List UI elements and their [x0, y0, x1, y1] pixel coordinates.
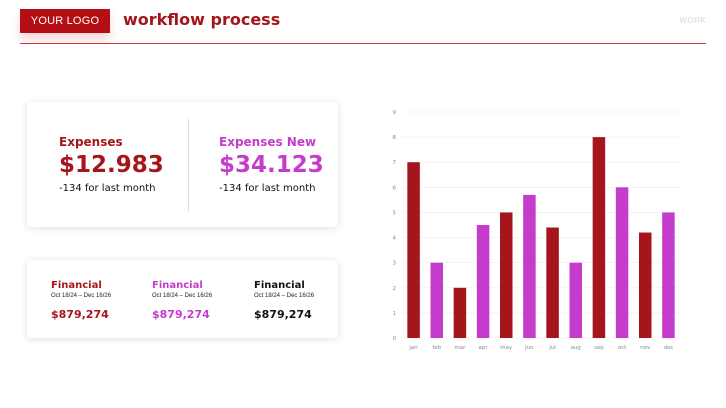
bar [662, 212, 675, 338]
expenses-new-label: Expenses New [219, 135, 317, 149]
y-tick-label: 5 [393, 210, 397, 216]
financial-label: Financial [51, 280, 102, 291]
x-tick-label: feb [432, 345, 441, 351]
monthly-bar-chart: 0 1 2 3 4 5 6 7 8 9 jan feb mar apr may jun jul aug sep oct… [380, 100, 710, 360]
x-tick-label: nov [640, 345, 651, 351]
bar [615, 187, 629, 338]
x-tick-label: jun [524, 345, 534, 351]
x-tick-label: aug [571, 345, 581, 351]
y-tick-label: 9 [393, 110, 397, 116]
x-tick-label: sep [594, 345, 604, 351]
header-divider [20, 43, 706, 44]
expenses-new-block: Expenses New $34.123 -134 for last month [219, 135, 324, 194]
financial-item: Financial Oct 18/24 – Dec 16/26 $879,274 [254, 280, 314, 321]
x-tick-label: oct [618, 345, 627, 351]
bar [500, 212, 513, 338]
financial-card: Financial Oct 18/24 – Dec 16/26 $879,274… [27, 260, 338, 338]
bar [476, 225, 490, 338]
financial-item: Financial Oct 18/24 – Dec 16/26 $879,274 [51, 280, 111, 321]
financial-label: Financial [152, 280, 203, 291]
financial-amount: $879,274 [254, 308, 312, 321]
financial-amount: $879,274 [51, 308, 109, 321]
expenses-new-note: -134 for last month [219, 183, 316, 194]
x-tick-label: dec [663, 345, 673, 351]
financial-item: Financial Oct 18/24 – Dec 16/26 $879,274 [152, 280, 212, 321]
financial-date: Oct 18/24 – Dec 16/26 [152, 293, 213, 299]
y-tick-label: 0 [393, 336, 397, 342]
bar [546, 227, 559, 338]
card-divider [188, 119, 189, 211]
financial-amount: $879,274 [152, 308, 210, 321]
financial-label: Financial [254, 280, 305, 291]
expenses-block: Expenses $12.983 -134 for last month [59, 135, 164, 194]
bar [592, 137, 606, 338]
bar [453, 287, 467, 338]
bar [569, 262, 582, 338]
financial-date: Oct 18/24 – Dec 16/26 [51, 293, 112, 299]
expenses-label: Expenses [59, 135, 123, 149]
y-tick-label: 7 [393, 160, 397, 166]
y-tick-label: 8 [393, 135, 397, 141]
x-tick-label: apr [479, 345, 489, 351]
expenses-note: -134 for last month [59, 183, 156, 194]
x-tick-label: mar [454, 345, 466, 351]
work-label: WORK [679, 16, 706, 25]
expenses-new-amount: $34.123 [219, 152, 324, 178]
bar [407, 162, 420, 338]
chart-svg: 0 1 2 3 4 5 6 7 8 9 jan feb mar apr may jun jul aug sep oct… [393, 110, 680, 351]
y-tick-label: 6 [393, 185, 397, 191]
bar [639, 232, 652, 338]
logo-text: YOUR LOGO [30, 15, 100, 27]
y-tick-label: 1 [393, 311, 397, 317]
expenses-amount: $12.983 [59, 152, 164, 178]
financial-date: Oct 18/24 – Dec 16/26 [254, 293, 315, 299]
bar [523, 194, 536, 338]
y-tick-label: 3 [393, 261, 397, 267]
x-tick-label: may [500, 345, 513, 351]
x-tick-label: jan [408, 345, 418, 351]
page-title: workflow process [123, 10, 281, 29]
bar [430, 262, 443, 338]
logo: YOUR LOGO [20, 9, 110, 33]
y-tick-label: 2 [393, 286, 397, 292]
x-tick-label: jul [548, 345, 556, 351]
expenses-card: Expenses $12.983 -134 for last month Exp… [27, 102, 338, 227]
y-tick-label: 4 [393, 236, 397, 242]
